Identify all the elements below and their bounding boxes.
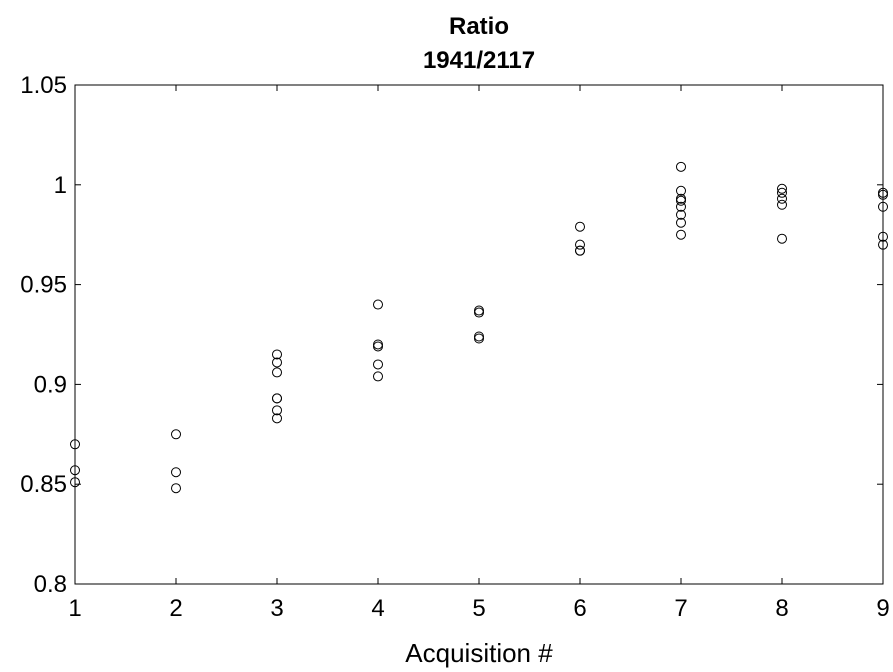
- y-tick-label: 1: [54, 172, 67, 199]
- x-tick-label: 9: [876, 595, 889, 622]
- x-tick-label: 1: [68, 595, 81, 622]
- x-tick-label: 2: [169, 595, 182, 622]
- data-point: [272, 357, 282, 368]
- data-point: [171, 483, 181, 494]
- data-point: [878, 201, 888, 212]
- data-point: [474, 307, 484, 318]
- chart-subtitle: 1941/2117: [423, 47, 535, 74]
- y-tick-label: 0.9: [34, 371, 67, 398]
- data-point: [171, 429, 181, 440]
- data-point: [777, 193, 787, 204]
- x-tick-label: 3: [270, 595, 283, 622]
- x-tick-label: 7: [674, 595, 687, 622]
- data-point: [70, 465, 80, 476]
- x-tick-label: 6: [573, 595, 586, 622]
- y-tick-label: 0.85: [20, 471, 67, 498]
- data-point: [878, 189, 888, 200]
- data-point: [777, 187, 787, 198]
- data-point: [777, 183, 787, 194]
- data-point: [777, 233, 787, 244]
- axis-ticks: [74, 84, 884, 585]
- x-axis-label: Acquisition #: [405, 638, 553, 668]
- data-point: [676, 195, 686, 206]
- data-point: [676, 185, 686, 196]
- data-point: [676, 161, 686, 172]
- y-tick-label: 0.8: [34, 571, 67, 598]
- x-tick-label: 5: [472, 595, 485, 622]
- data-point: [272, 405, 282, 416]
- chart-title: Ratio: [449, 13, 509, 40]
- axis-tick-labels: 1 2 3 4 5 6 7 8 9 0.8 0.85 0.9 0.95 1 1.05: [20, 72, 889, 622]
- data-point: [272, 349, 282, 360]
- data-point: [272, 367, 282, 378]
- plot-frame: [74, 84, 884, 585]
- data-point: [474, 305, 484, 316]
- data-point: [575, 221, 585, 232]
- data-point: [575, 245, 585, 256]
- x-tick-label: 4: [371, 595, 384, 622]
- data-point: [676, 209, 686, 220]
- data-point: [70, 477, 80, 488]
- data-point: [575, 239, 585, 250]
- data-point: [373, 371, 383, 382]
- y-tick-label: 0.95: [20, 272, 67, 299]
- data-point: [878, 231, 888, 242]
- data-point: [878, 239, 888, 250]
- data-point: [474, 331, 484, 342]
- data-point: [676, 201, 686, 212]
- x-tick-label: 8: [775, 595, 788, 622]
- data-point: [70, 439, 80, 450]
- y-tick-label: 1.05: [20, 72, 67, 99]
- data-point: [373, 299, 383, 310]
- data-point: [373, 341, 383, 352]
- data-point: [272, 413, 282, 424]
- data-point: [676, 217, 686, 228]
- data-point: [373, 359, 383, 370]
- data-points: [70, 161, 888, 494]
- data-point: [777, 199, 787, 210]
- data-point: [474, 333, 484, 344]
- data-point: [171, 467, 181, 478]
- data-point: [272, 393, 282, 404]
- data-point: [676, 229, 686, 240]
- data-point: [373, 339, 383, 350]
